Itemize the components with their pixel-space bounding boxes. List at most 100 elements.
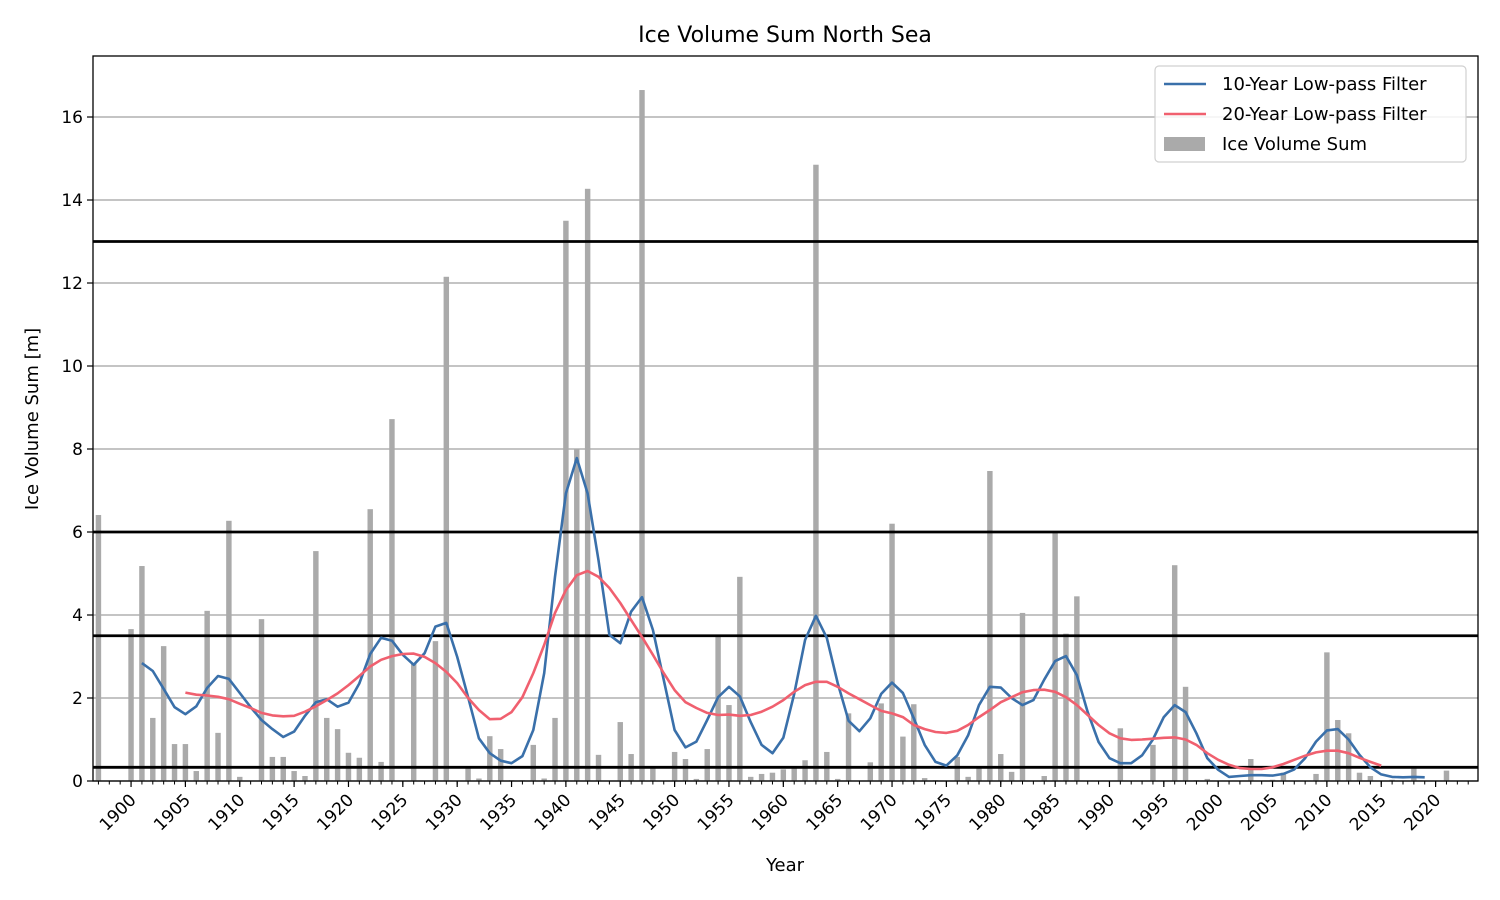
bar-1910 bbox=[237, 776, 243, 781]
x-axis: 1900 1905 1910 1915 1920 1925 1930 1935 1940 1945… bbox=[96, 781, 1469, 835]
bar-1933 bbox=[487, 736, 493, 781]
bar-1931 bbox=[465, 768, 471, 781]
bar-1919 bbox=[334, 729, 341, 781]
x-tick-label: 1970 bbox=[857, 790, 902, 835]
bar-1960 bbox=[780, 769, 787, 781]
legend-label: Ice Volume Sum bbox=[1222, 134, 1367, 155]
x-tick-label: 1905 bbox=[150, 790, 195, 835]
line-20-year-low-pass-filter bbox=[185, 569, 1382, 771]
x-tick-label: 1925 bbox=[368, 790, 413, 835]
bar-1953 bbox=[704, 749, 710, 781]
bar-1901 bbox=[139, 566, 145, 781]
x-tick-label: 1965 bbox=[802, 790, 847, 835]
bar-2018 bbox=[1411, 768, 1417, 781]
bar-1962 bbox=[802, 760, 808, 781]
bar-1996 bbox=[1171, 565, 1178, 781]
bar-1979 bbox=[987, 470, 993, 781]
y-tick-label: 6 bbox=[72, 523, 83, 543]
x-tick-label: 1985 bbox=[1020, 790, 1065, 835]
y-tick-label: 10 bbox=[61, 357, 83, 377]
x-tick-label: 1990 bbox=[1074, 790, 1119, 835]
bar-1941 bbox=[574, 449, 580, 781]
x-tick-label: 1950 bbox=[639, 790, 684, 835]
bar-1897 bbox=[95, 514, 102, 781]
bar-1982 bbox=[1019, 612, 1026, 781]
bar-1918 bbox=[324, 717, 330, 781]
bar-1963 bbox=[813, 164, 819, 781]
bar-1913 bbox=[269, 756, 276, 781]
bar-1945 bbox=[617, 722, 623, 781]
bar-1968 bbox=[867, 762, 874, 781]
bar-2006 bbox=[1280, 772, 1287, 781]
bar-1961 bbox=[791, 766, 797, 781]
bar-1959 bbox=[769, 772, 776, 781]
bar-1914 bbox=[280, 756, 286, 781]
bar-2014 bbox=[1367, 776, 1374, 781]
bar-1900 bbox=[128, 629, 134, 781]
bar-1984 bbox=[1041, 776, 1047, 781]
x-tick-label: 1995 bbox=[1129, 790, 1174, 835]
x-tick-label: 1920 bbox=[313, 790, 358, 835]
bar-series bbox=[95, 90, 1450, 782]
bar-1942 bbox=[584, 188, 591, 782]
bar-1994 bbox=[1150, 744, 1156, 781]
y-tick-label: 16 bbox=[61, 108, 83, 128]
bar-1981 bbox=[1008, 771, 1015, 781]
bar-1954 bbox=[715, 635, 721, 781]
x-tick-label: 1980 bbox=[966, 790, 1011, 835]
y-tick-label: 4 bbox=[72, 606, 83, 626]
line-series bbox=[141, 456, 1425, 779]
y-tick-label: 0 bbox=[72, 772, 83, 792]
bar-1997 bbox=[1182, 686, 1189, 781]
bar-1976 bbox=[954, 756, 960, 781]
x-tick-label: 2000 bbox=[1183, 790, 1228, 835]
bar-1938 bbox=[541, 778, 547, 781]
x-axis-label: Year bbox=[765, 855, 805, 876]
bar-1952 bbox=[693, 778, 700, 781]
bar-1991 bbox=[1117, 728, 1124, 781]
bar-1951 bbox=[682, 759, 689, 781]
legend: 10-Year Low-pass Filter 20-Year Low-pass … bbox=[1154, 65, 1467, 163]
bar-1999 bbox=[1204, 778, 1211, 781]
bar-1986 bbox=[1063, 633, 1069, 781]
bar-1969 bbox=[878, 703, 884, 781]
bar-1957 bbox=[747, 776, 754, 781]
y-tick-label: 2 bbox=[72, 689, 83, 709]
bar-1972 bbox=[911, 704, 917, 781]
bar-1923 bbox=[378, 761, 384, 781]
bar-1924 bbox=[389, 419, 395, 781]
bar-1985 bbox=[1052, 532, 1058, 781]
line-10-year-low-pass-filter bbox=[141, 456, 1425, 779]
bar-1915 bbox=[291, 771, 297, 781]
bar-1939 bbox=[552, 717, 558, 781]
x-tick-label: 1955 bbox=[694, 790, 739, 835]
bar-1934 bbox=[497, 749, 504, 781]
bar-1937 bbox=[530, 744, 537, 781]
bar-1956 bbox=[737, 576, 743, 781]
bar-1921 bbox=[356, 757, 363, 781]
chart-title: Ice Volume Sum North Sea bbox=[638, 23, 932, 48]
y-tick-label: 14 bbox=[61, 191, 83, 211]
bar-1932 bbox=[476, 778, 482, 781]
y-tick-label: 12 bbox=[61, 274, 83, 294]
bar-1987 bbox=[1074, 596, 1080, 781]
bar-1966 bbox=[845, 713, 852, 781]
bar-2013 bbox=[1356, 772, 1363, 781]
x-tick-label: 2010 bbox=[1292, 790, 1337, 835]
bar-1922 bbox=[367, 509, 373, 781]
threshold-lines bbox=[93, 240, 1478, 769]
x-tick-label: 1910 bbox=[205, 790, 250, 835]
bar-1928 bbox=[432, 641, 439, 781]
bar-1970 bbox=[889, 523, 895, 781]
bar-1905 bbox=[182, 744, 189, 781]
bar-1965 bbox=[834, 778, 841, 781]
bar-1903 bbox=[160, 646, 167, 781]
bar-1971 bbox=[900, 736, 906, 781]
bar-1958 bbox=[758, 773, 765, 781]
y-axis: 0 2 4 6 8 10 12 14 16 bbox=[61, 108, 93, 792]
bar-1947 bbox=[639, 90, 645, 781]
bar-1978 bbox=[976, 767, 982, 781]
bar-1909 bbox=[226, 520, 232, 781]
x-tick-label: 1975 bbox=[911, 790, 956, 835]
bar-1977 bbox=[965, 776, 971, 781]
